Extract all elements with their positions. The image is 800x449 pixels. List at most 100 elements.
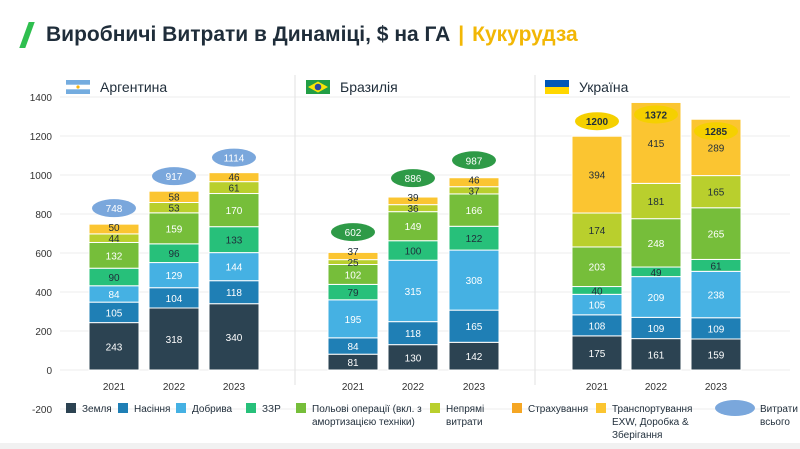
segment-label: 132 xyxy=(106,251,123,262)
total-label: 1372 xyxy=(645,110,668,121)
panel-title: Україна xyxy=(579,79,629,95)
bar-segment xyxy=(448,249,500,311)
total-badge xyxy=(391,169,435,188)
bar-segment xyxy=(387,196,439,206)
bar-segment xyxy=(571,212,623,248)
bar-segment xyxy=(148,212,200,245)
total-label: 1285 xyxy=(705,127,728,138)
bar-segment xyxy=(690,207,742,260)
title-separator: | xyxy=(458,23,465,46)
bar-segment xyxy=(88,322,140,371)
x-tick-label: 2022 xyxy=(163,382,186,393)
segment-label: 175 xyxy=(589,349,606,360)
segment-label: 61 xyxy=(710,261,722,272)
panel-title: Бразилія xyxy=(340,79,398,95)
total-badge xyxy=(575,112,619,131)
bar-segment xyxy=(88,241,140,269)
segment-label: 40 xyxy=(591,286,603,297)
legend-label: Зберігання xyxy=(612,429,662,441)
segment-label: 315 xyxy=(405,287,422,298)
bar-segment xyxy=(327,251,379,261)
segment-label: 90 xyxy=(108,273,120,284)
bar-segment xyxy=(208,172,260,183)
legend-swatch xyxy=(512,403,522,413)
segment-label: 144 xyxy=(226,263,243,274)
bar-segment xyxy=(571,246,623,288)
segment-label: 289 xyxy=(708,143,725,154)
legend-label: Насіння xyxy=(134,404,170,415)
segment-label: 122 xyxy=(466,234,483,245)
segment-label: 118 xyxy=(405,329,421,340)
chart-title: Виробничі Витрати в Динаміці, $ на ГА | … xyxy=(19,22,578,48)
bar-segment xyxy=(448,309,500,343)
bar-segment xyxy=(690,338,742,371)
bar-segment xyxy=(690,175,742,209)
flag-sun xyxy=(76,85,80,89)
title-text: Виробничі Витрати в Динаміці, $ на ГА xyxy=(46,23,451,46)
y-tick-label: 1000 xyxy=(30,171,53,182)
flag-stripe xyxy=(545,87,569,94)
total-badge xyxy=(452,151,496,170)
x-tick-label: 2021 xyxy=(103,382,126,393)
y-tick-label: 800 xyxy=(35,210,52,221)
segment-label: 25 xyxy=(347,258,359,269)
legend-label: Добрива xyxy=(192,403,233,415)
segment-label: 81 xyxy=(347,358,359,369)
total-label: 917 xyxy=(166,172,183,183)
x-tick-label: 2023 xyxy=(223,382,246,393)
legend-label: ЗЗР xyxy=(262,404,281,415)
segment-label: 104 xyxy=(166,294,183,305)
segment-label: 49 xyxy=(650,268,662,279)
segment-label: 36 xyxy=(407,204,419,215)
segment-label: 165 xyxy=(466,322,483,333)
brazil-flag xyxy=(306,80,330,94)
segment-label: 394 xyxy=(589,171,606,182)
y-tick-label: 600 xyxy=(35,249,52,260)
legend-swatch xyxy=(66,403,76,413)
total-badge xyxy=(92,199,136,218)
legend-label: Страхування xyxy=(528,404,588,415)
bar-segment xyxy=(448,341,500,371)
segment-label: 142 xyxy=(466,352,483,363)
segment-label: 109 xyxy=(648,324,665,335)
total-badge xyxy=(331,223,375,242)
bar-segment xyxy=(148,190,200,203)
segment-label: 265 xyxy=(708,230,725,241)
legend-swatch xyxy=(430,403,440,413)
bar-segment xyxy=(387,259,439,323)
y-tick-label: 0 xyxy=(46,366,52,377)
y-tick-label: 1400 xyxy=(30,93,53,104)
segment-label: 58 xyxy=(168,193,180,204)
segment-label: 105 xyxy=(589,301,606,312)
segment-label: 102 xyxy=(345,270,362,281)
segment-label: 39 xyxy=(407,193,419,204)
ukraine-flag xyxy=(545,80,569,94)
bar-segment xyxy=(88,223,140,235)
segment-label: 170 xyxy=(226,206,243,217)
legend-label: Земля xyxy=(82,404,112,415)
total-label: 987 xyxy=(466,156,483,167)
bar-segment xyxy=(208,193,260,228)
segment-label: 46 xyxy=(228,173,240,184)
bar-segment xyxy=(630,218,682,268)
bar-segment xyxy=(208,226,260,254)
legend-total-swatch xyxy=(715,400,755,416)
bar-segment xyxy=(208,303,260,371)
bar-segment xyxy=(448,177,500,188)
bar-segment xyxy=(630,182,682,220)
segment-label: 84 xyxy=(108,290,120,301)
legend-label: EXW, Доробка & xyxy=(612,416,689,428)
total-badge xyxy=(634,105,678,124)
segment-label: 415 xyxy=(648,139,665,150)
segment-label: 209 xyxy=(648,293,665,304)
segment-label: 130 xyxy=(405,353,422,364)
segment-label: 109 xyxy=(708,324,725,335)
x-tick-label: 2021 xyxy=(586,382,609,393)
bar-segment xyxy=(571,135,623,214)
segment-label: 174 xyxy=(589,226,606,237)
segment-label: 195 xyxy=(345,315,362,326)
legend-label: всього xyxy=(760,417,790,428)
legend-label: витрати xyxy=(446,417,483,428)
bar-segment xyxy=(448,193,500,227)
